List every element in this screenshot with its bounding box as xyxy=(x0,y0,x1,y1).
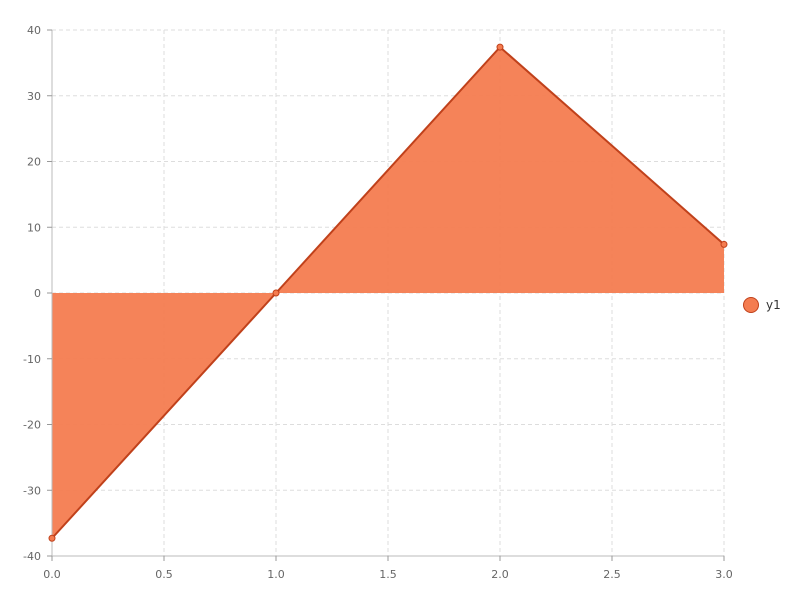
y-tick-label: 40 xyxy=(27,24,41,37)
x-tick-label: 1.0 xyxy=(267,568,285,581)
data-point[interactable] xyxy=(496,43,504,51)
legend-swatch-y1[interactable] xyxy=(743,297,759,313)
y-tick-label: -30 xyxy=(23,484,41,497)
y-tick-label: -40 xyxy=(23,550,41,563)
series-points-layer xyxy=(48,43,728,542)
x-axis-ticks: 0.0 0.5 1.0 1.5 2.0 2.5 3.0 xyxy=(43,556,733,581)
series-area-layer xyxy=(52,47,724,539)
y-tick-label: -10 xyxy=(23,353,41,366)
y-tick-label: -20 xyxy=(23,419,41,432)
y-tick-label: 10 xyxy=(27,221,41,234)
data-point[interactable] xyxy=(272,289,280,297)
x-tick-label: 0.0 xyxy=(43,568,61,581)
x-tick-label: 2.0 xyxy=(491,568,509,581)
series-area-y1 xyxy=(52,47,724,539)
x-tick-label: 1.5 xyxy=(379,568,397,581)
y-tick-label: 20 xyxy=(27,156,41,169)
legend-label-y1[interactable]: y1 xyxy=(766,298,781,312)
series-line-y1 xyxy=(51,45,725,539)
y-tick-label: 0 xyxy=(34,287,41,300)
x-tick-label: 2.5 xyxy=(603,568,621,581)
y-axis-ticks: 40 30 20 10 0 -10 -20 -30 -40 xyxy=(23,24,52,563)
x-tick-label: 3.0 xyxy=(715,568,733,581)
x-tick-label: 0.5 xyxy=(155,568,173,581)
data-point[interactable] xyxy=(720,240,728,248)
legend: y1 xyxy=(743,297,781,313)
y-tick-label: 30 xyxy=(27,90,41,103)
series-line-layer xyxy=(51,45,725,539)
data-point[interactable] xyxy=(48,534,56,542)
